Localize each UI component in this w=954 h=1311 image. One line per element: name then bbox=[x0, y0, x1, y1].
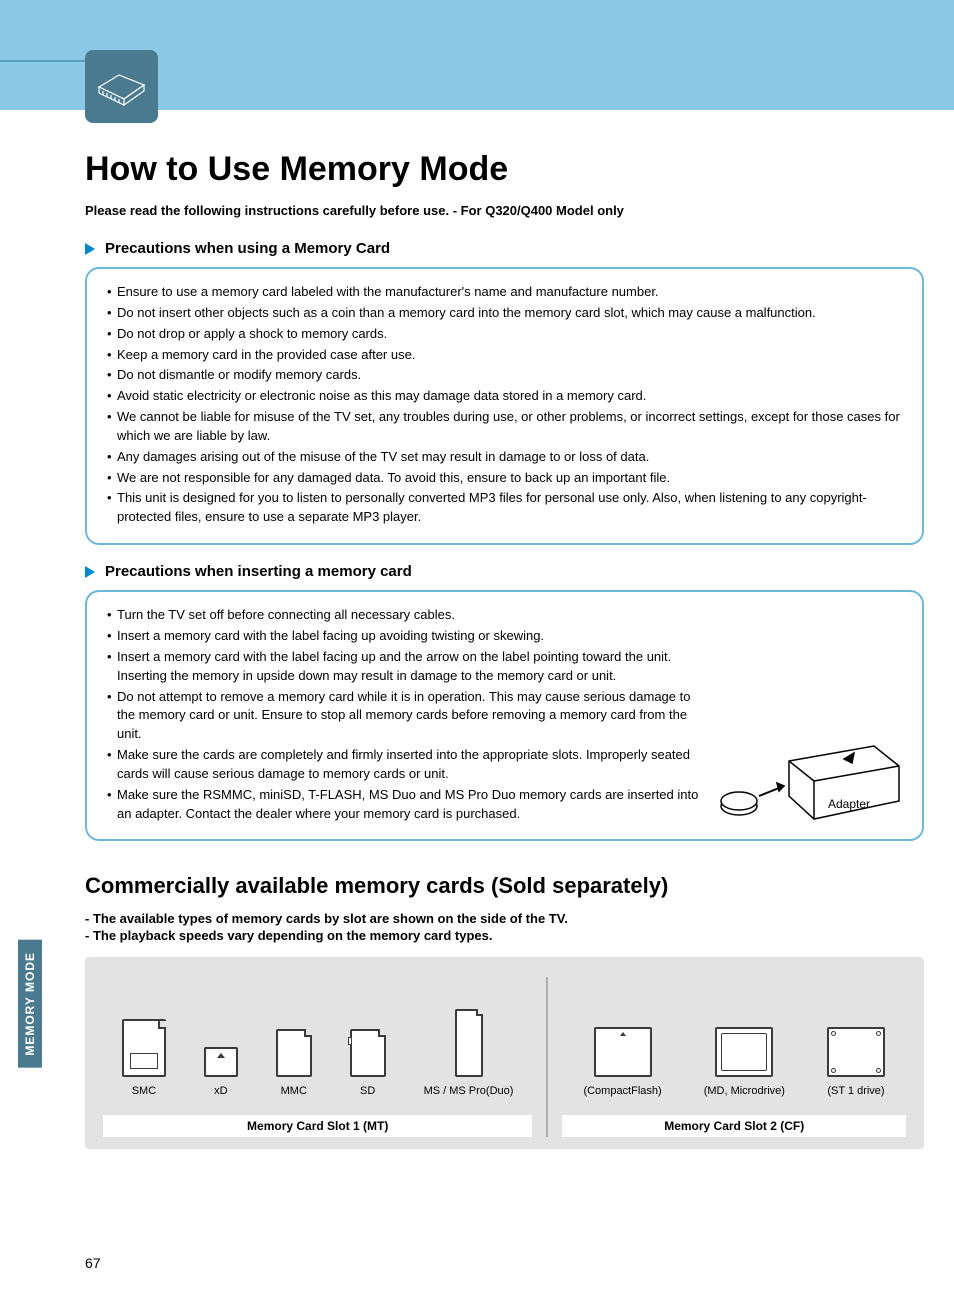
page-content: How to Use Memory Mode Please read the f… bbox=[0, 110, 954, 1169]
slot1-label: Memory Card Slot 1 (MT) bbox=[103, 1115, 532, 1137]
page-title: How to Use Memory Mode bbox=[85, 150, 924, 189]
section1-header-text: Precautions when using a Memory Card bbox=[105, 240, 390, 257]
slot2-section: (CompactFlash) (MD, Microdrive) (ST bbox=[562, 977, 906, 1137]
card-smc: SMC bbox=[122, 1019, 166, 1097]
card-label: MS / MS Pro(Duo) bbox=[424, 1085, 514, 1097]
memory-card-diagram: SMC xD MMC bbox=[85, 957, 924, 1149]
section2-header-text: Precautions when inserting a memory card bbox=[105, 563, 412, 580]
card-label: (CompactFlash) bbox=[583, 1085, 661, 1097]
card-label: MMC bbox=[281, 1085, 307, 1097]
bullet-item: Make sure the cards are completely and f… bbox=[107, 746, 712, 784]
bullet-item: Keep a memory card in the provided case … bbox=[107, 346, 902, 365]
section3-note-1: - The playback speeds vary depending on … bbox=[85, 928, 924, 943]
section2-header: Precautions when inserting a memory card bbox=[85, 563, 924, 580]
bullet-item: Ensure to use a memory card labeled with… bbox=[107, 283, 902, 302]
bullet-item: Insert a memory card with the label faci… bbox=[107, 648, 712, 686]
side-tab: MEMORY MODE bbox=[18, 940, 42, 1068]
card-md: (MD, Microdrive) bbox=[704, 1027, 785, 1097]
card-label: SD bbox=[360, 1085, 375, 1097]
bullet-item: Make sure the RSMMC, miniSD, T-FLASH, MS… bbox=[107, 786, 712, 824]
card-label: (MD, Microdrive) bbox=[704, 1085, 785, 1097]
slot1-section: SMC xD MMC bbox=[103, 977, 532, 1137]
bullet-item: Do not attempt to remove a memory card w… bbox=[107, 688, 712, 745]
section2-list: Turn the TV set off before connecting al… bbox=[107, 606, 712, 823]
card-sd: SD bbox=[350, 1029, 386, 1097]
page-subtitle: Please read the following instructions c… bbox=[85, 203, 924, 218]
page-number: 67 bbox=[85, 1255, 101, 1271]
top-banner bbox=[0, 0, 954, 110]
arrow-bullet-icon bbox=[85, 566, 95, 578]
bullet-item: We are not responsible for any damaged d… bbox=[107, 469, 902, 488]
bullet-item: Do not insert other objects such as a co… bbox=[107, 304, 902, 323]
section2-box: Turn the TV set off before connecting al… bbox=[85, 590, 924, 841]
card-st1: (ST 1 drive) bbox=[827, 1027, 885, 1097]
section1-list: Ensure to use a memory card labeled with… bbox=[107, 283, 902, 527]
bullet-item: Insert a memory card with the label faci… bbox=[107, 627, 712, 646]
card-mmc: MMC bbox=[276, 1029, 312, 1097]
bullet-item: Any damages arising out of the misuse of… bbox=[107, 448, 902, 467]
bullet-item: We cannot be liable for misuse of the TV… bbox=[107, 408, 902, 446]
section3-header: Commercially available memory cards (Sol… bbox=[85, 873, 924, 899]
memory-chip-icon bbox=[85, 50, 158, 123]
adapter-label: Adapter bbox=[828, 797, 870, 811]
card-xd: xD bbox=[204, 1047, 238, 1097]
slot2-label: Memory Card Slot 2 (CF) bbox=[562, 1115, 906, 1137]
bullet-item: Do not drop or apply a shock to memory c… bbox=[107, 325, 902, 344]
bullet-item: Turn the TV set off before connecting al… bbox=[107, 606, 712, 625]
card-cf: (CompactFlash) bbox=[583, 1027, 661, 1097]
bullet-item: Avoid static electricity or electronic n… bbox=[107, 387, 902, 406]
bullet-item: This unit is designed for you to listen … bbox=[107, 489, 902, 527]
adapter-diagram: Adapter bbox=[704, 741, 904, 831]
card-label: xD bbox=[214, 1085, 227, 1097]
section3-note-0: - The available types of memory cards by… bbox=[85, 911, 924, 926]
slot-divider bbox=[546, 977, 548, 1137]
bullet-item: Do not dismantle or modify memory cards. bbox=[107, 366, 902, 385]
card-label: (ST 1 drive) bbox=[827, 1085, 884, 1097]
section1-box: Ensure to use a memory card labeled with… bbox=[85, 267, 924, 545]
section1-header: Precautions when using a Memory Card bbox=[85, 240, 924, 257]
arrow-bullet-icon bbox=[85, 243, 95, 255]
card-ms: MS / MS Pro(Duo) bbox=[424, 1009, 514, 1097]
card-label: SMC bbox=[132, 1085, 156, 1097]
